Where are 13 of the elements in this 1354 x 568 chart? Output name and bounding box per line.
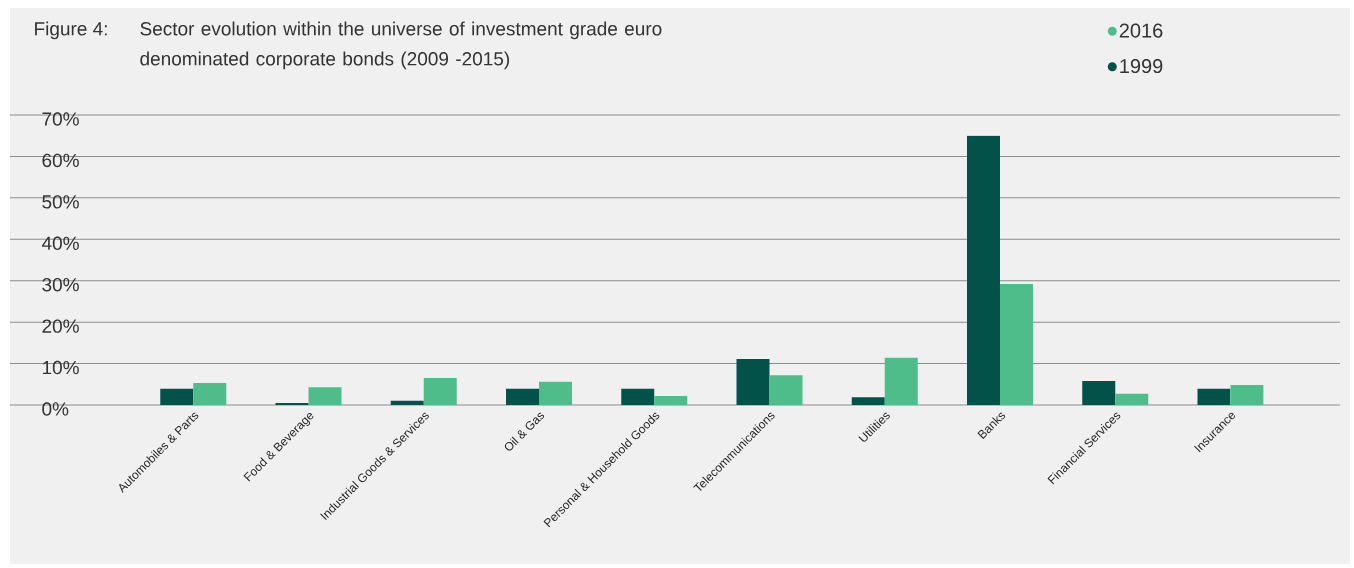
- x-tick-label: Oil & Gas: [504, 412, 545, 451]
- caption: Figure 4:: [35, 21, 107, 40]
- y-tick-label: 50%: [42, 195, 79, 209]
- y-tick-label: 60%: [42, 153, 79, 168]
- legend-label: 1999: [1120, 58, 1163, 74]
- y-tick-label: 20%: [42, 319, 79, 333]
- y-tick-label: 40%: [41, 236, 79, 251]
- y-tick-label: 0%: [42, 402, 69, 416]
- legend-label: 2016: [1119, 23, 1163, 38]
- y-tick-label: 30%: [42, 277, 79, 292]
- chart-title: Sector evolution within the universe of investment grade euro denominated corporate bonds (2009 -2015): [140, 21, 662, 70]
- y-tick-label: 10%: [42, 360, 79, 375]
- y-tick-label: 70%: [42, 112, 79, 126]
